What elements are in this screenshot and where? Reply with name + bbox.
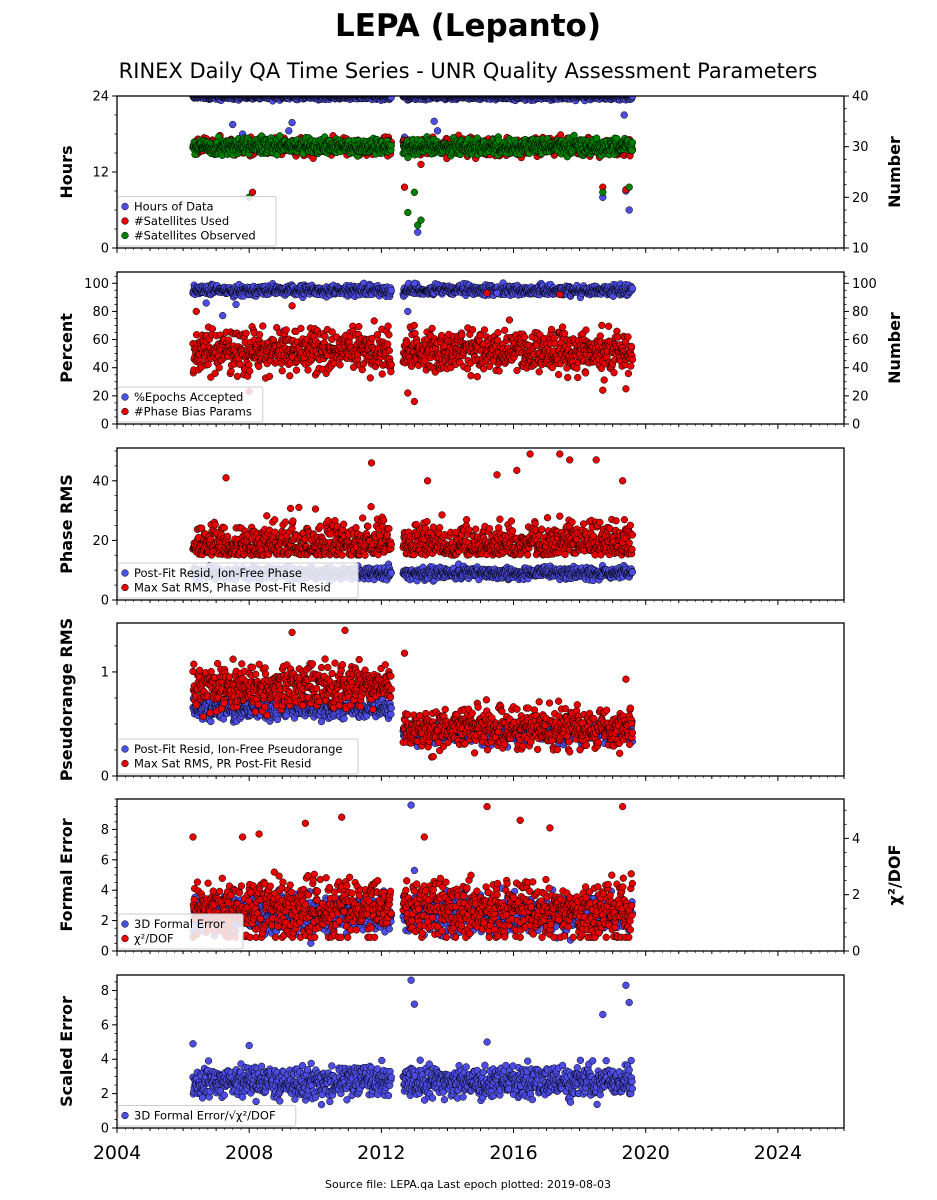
data-point [417,216,425,224]
data-point [410,279,419,287]
data-point [321,332,329,341]
data-point [384,322,392,330]
data-point [411,329,419,338]
data-point [378,370,386,378]
data-point [387,96,395,101]
data-point [387,368,395,376]
data-point [292,366,301,374]
data-point [242,329,250,337]
data-point [387,361,395,369]
data-point [259,322,267,330]
data-point [404,307,412,316]
data-point [297,324,305,333]
figure-subtitle: RINEX Daily QA Time Series - UNR Quality… [119,59,818,83]
data-point [278,367,286,375]
data-point [265,372,274,381]
data-point [219,311,227,320]
y-axis-right: 10 20 30 40 [844,90,869,257]
data-point [373,331,382,339]
y-right-tick-label: 20 [852,191,869,206]
data-point [385,331,393,339]
data-point [625,206,633,214]
y-axis-label: Hours [57,145,76,198]
y-tick-label: 0 [101,242,109,257]
legend-marker [121,231,129,240]
data-point [414,228,422,236]
data-point [336,361,344,369]
data-point [417,160,425,169]
scatter-points [189,279,637,406]
data-point [355,322,363,331]
data-point [628,146,636,155]
y-right-tick-label: 10 [852,242,869,257]
series-1 [189,96,637,236]
data-point [304,366,312,374]
data-point [599,188,607,196]
figure-title: LEPA (Lepanto) [335,8,601,44]
data-point [384,340,392,348]
data-point [255,362,263,371]
data-point [245,361,253,369]
data-point [358,366,366,374]
data-point [366,374,374,382]
panel-2: 020406080100Percent020406080100Number%Ep… [57,271,904,433]
data-point [288,118,296,127]
y-tick-label: 24 [92,90,109,105]
data-point [370,317,378,325]
data-point [286,372,294,380]
y-axis-right-label: Number [885,136,904,208]
legend-label: Hours of Data [134,200,214,214]
data-point [628,138,637,147]
data-point [428,324,436,333]
data-point [227,367,235,375]
data-point [229,120,237,129]
data-point [385,346,393,355]
legend: Hours of Data#Satellites Used#Satellites… [117,196,277,247]
data-point [233,372,242,381]
data-point [625,183,633,191]
data-point [493,289,501,297]
data-point [285,127,293,135]
legend-label: #Satellites Observed [134,229,256,243]
data-point [232,300,240,309]
data-point [410,321,418,330]
legend-label: #Satellites Used [134,214,229,228]
y-axis-left: 0 12 24 [92,90,117,257]
data-point [208,325,217,333]
data-point [620,111,628,119]
data-point [400,183,409,191]
data-point [282,326,290,334]
data-point [204,360,212,369]
data-point [387,286,395,295]
data-point [387,141,395,150]
scatter-points [189,96,637,236]
data-point [410,188,419,196]
data-point [246,367,254,375]
y-right-tick-label: 40 [852,90,869,105]
data-point [628,284,637,293]
data-point [404,208,412,217]
data-point [433,127,442,135]
x-ticks [116,248,845,253]
data-point [215,364,223,372]
y-right-tick-label: 30 [852,140,869,155]
data-point [276,132,284,140]
data-point [255,331,264,339]
legend-marker [121,217,129,225]
legend-marker [121,202,129,211]
data-point [430,117,438,125]
y-tick-label: 12 [92,166,109,181]
data-point [202,299,210,307]
